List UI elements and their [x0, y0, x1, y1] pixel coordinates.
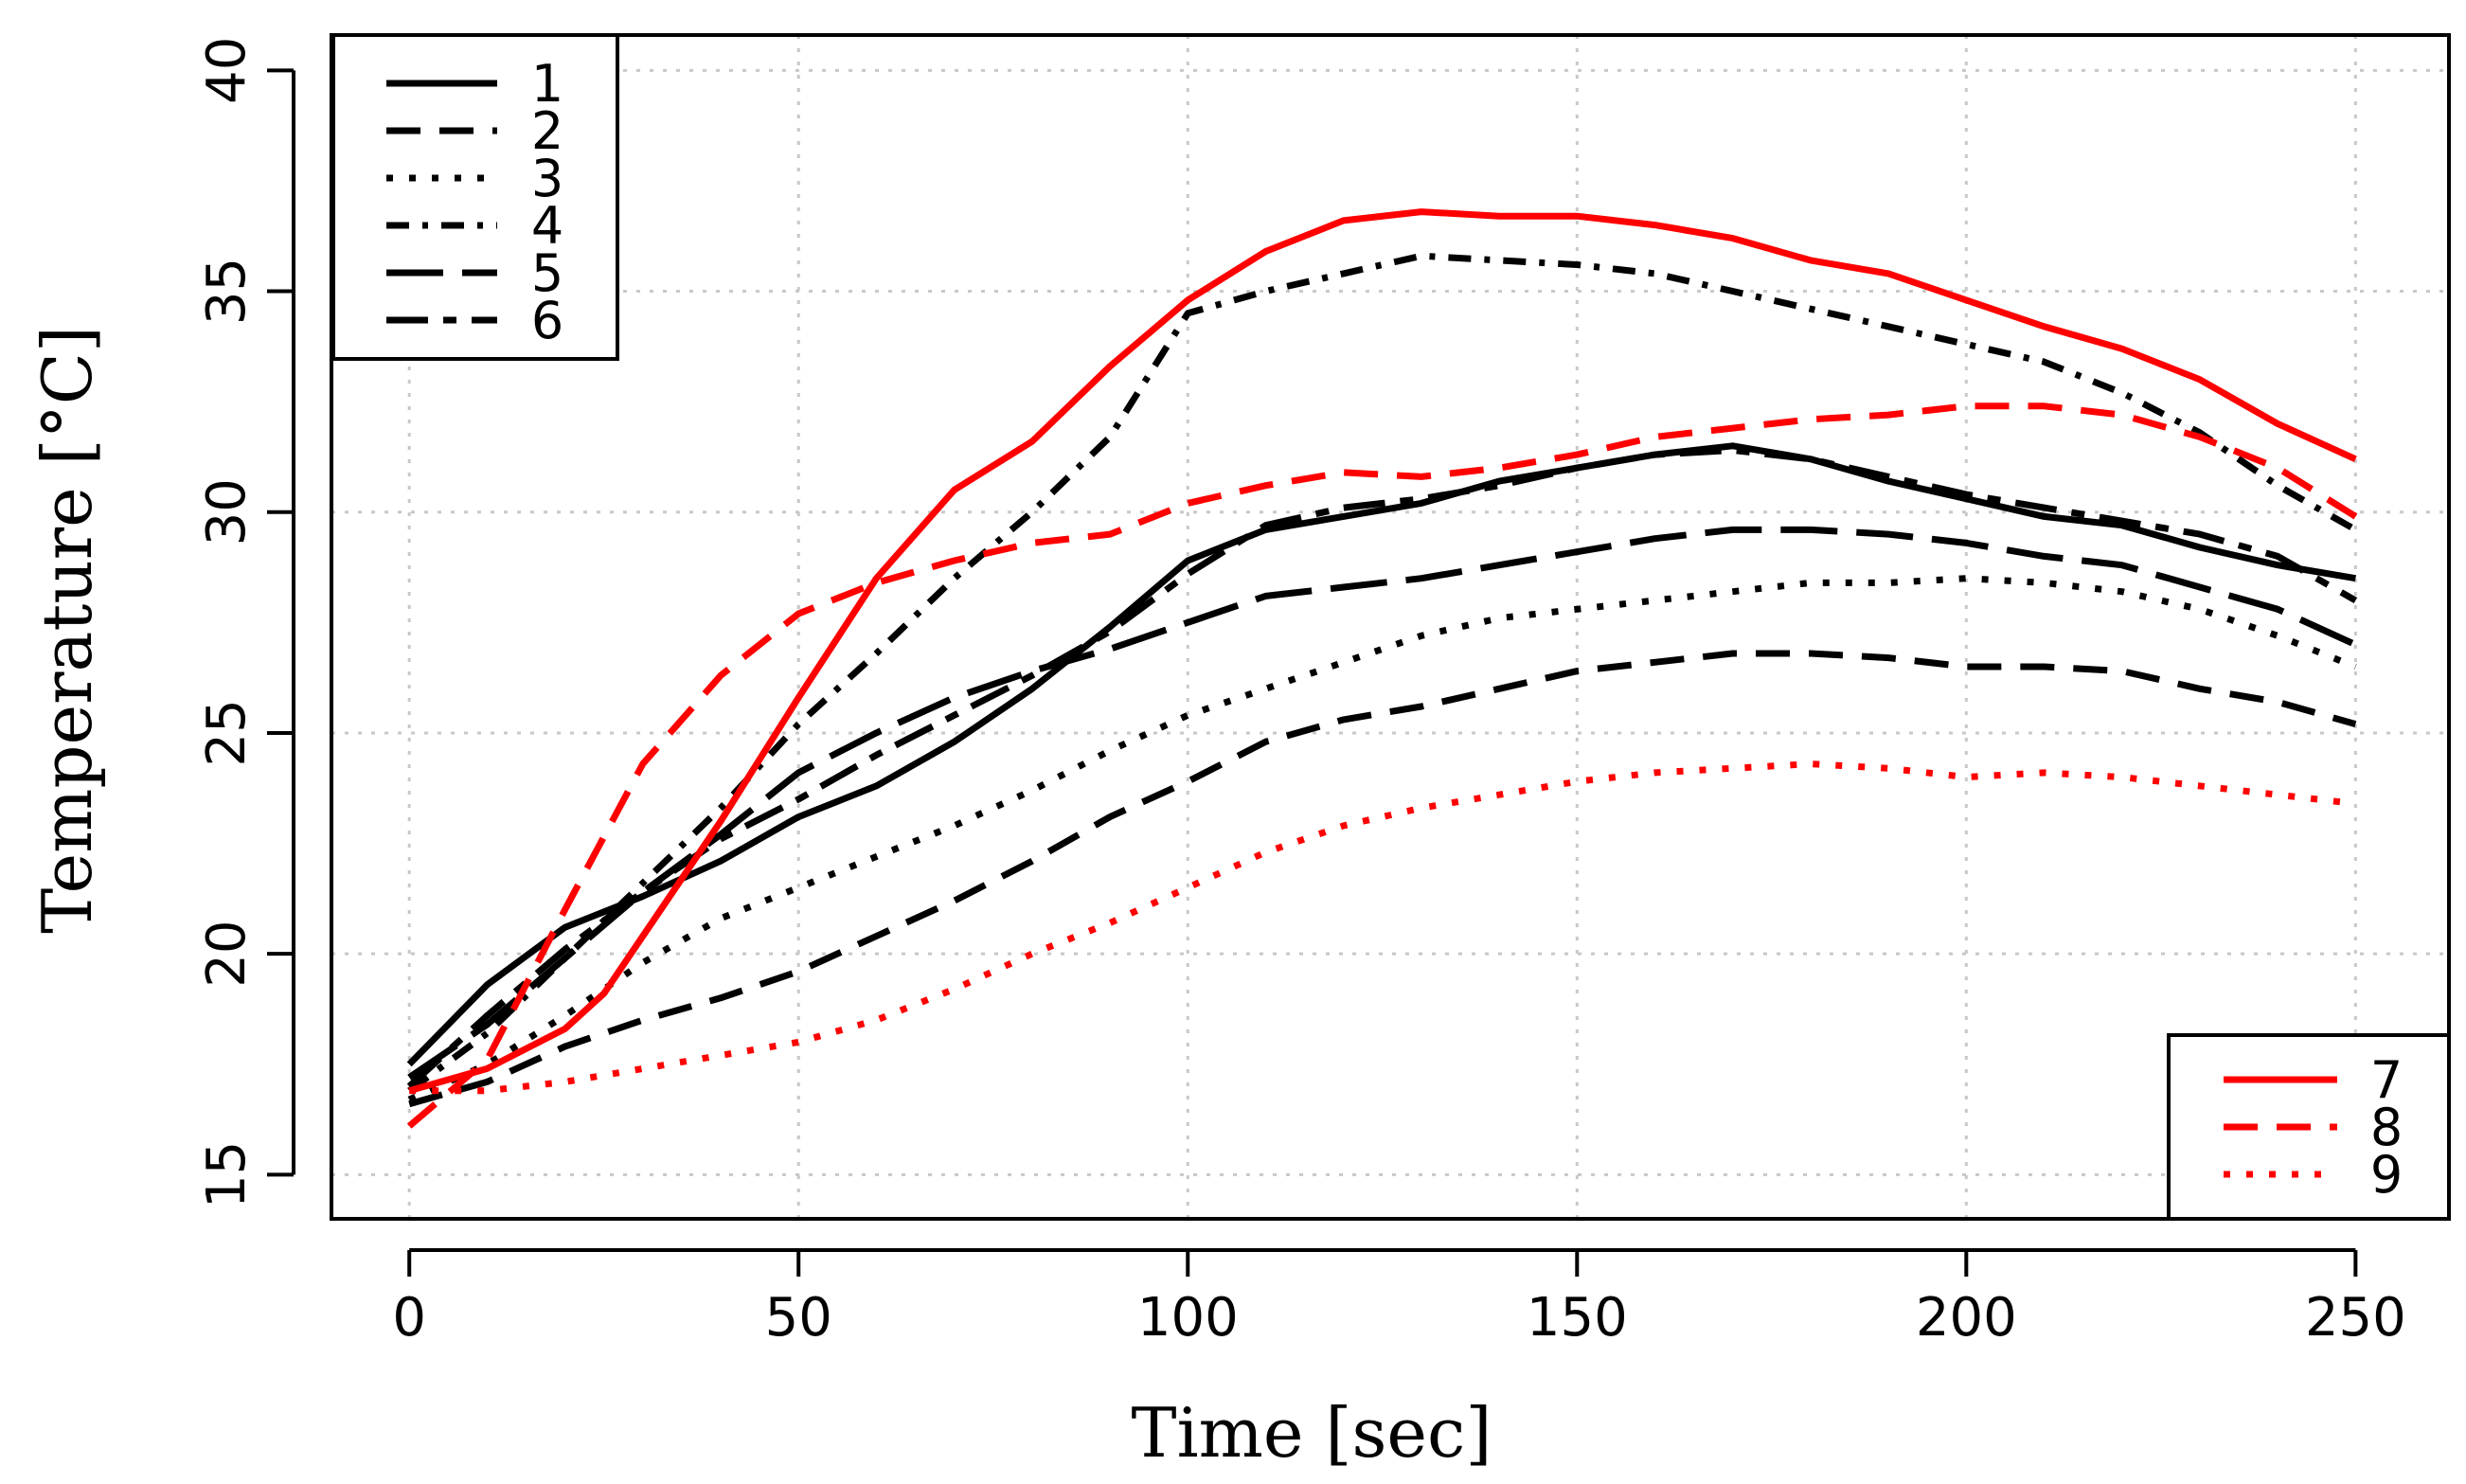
- series-5-line: [407, 526, 2357, 1081]
- series-4-line: [407, 252, 2358, 1094]
- legend-label-9: 9: [2370, 1145, 2403, 1205]
- series-7-line: [408, 208, 2357, 1095]
- x-tick-label-4: 200: [1916, 1287, 2017, 1349]
- series-1-line: [406, 442, 2356, 1067]
- series-8-line: [406, 402, 2358, 1129]
- y-tick-label-0: 15: [196, 1141, 258, 1208]
- legend-label-8: 8: [2370, 1098, 2403, 1157]
- legend-label-6: 6: [531, 291, 563, 350]
- grid: [331, 35, 2449, 1219]
- x-tick-label-5: 250: [2305, 1287, 2406, 1349]
- series-9-line: [409, 760, 2356, 1095]
- series-group: [406, 208, 2358, 1129]
- series-2-line: [408, 650, 2357, 1108]
- y-tick-label-1: 20: [196, 921, 258, 988]
- legend-label-2: 2: [531, 101, 563, 161]
- legend-label-1: 1: [531, 54, 563, 114]
- x-axis: 0 50 100 150 200 250: [392, 1248, 2406, 1349]
- x-axis-title: Time [sec]: [1132, 1393, 1492, 1473]
- legend-label-4: 4: [531, 196, 563, 256]
- x-tick-label-3: 150: [1527, 1287, 1628, 1349]
- y-tick-label-4: 35: [196, 258, 258, 325]
- series-3-line: [407, 575, 2357, 1103]
- series-6-line: [406, 446, 2358, 1089]
- x-tick-label-1: 50: [765, 1287, 832, 1349]
- legend-series-7-9: 789: [2167, 1033, 2451, 1221]
- x-tick-label-2: 100: [1137, 1287, 1239, 1349]
- y-axis: 15 20 25 30 35 40: [196, 37, 295, 1208]
- legend-box-top-left: [331, 33, 619, 361]
- y-tick-label-2: 25: [196, 699, 258, 766]
- y-axis-title: Temperature [°C]: [27, 326, 107, 934]
- y-tick-label-3: 30: [196, 478, 258, 545]
- y-tick-label-5: 40: [196, 37, 258, 104]
- legend-label-3: 3: [531, 149, 563, 208]
- legend-label-7: 7: [2370, 1050, 2403, 1110]
- plot-frame: [330, 33, 2451, 1221]
- x-tick-label-0: 0: [392, 1287, 426, 1349]
- legend-label-5: 5: [531, 243, 563, 303]
